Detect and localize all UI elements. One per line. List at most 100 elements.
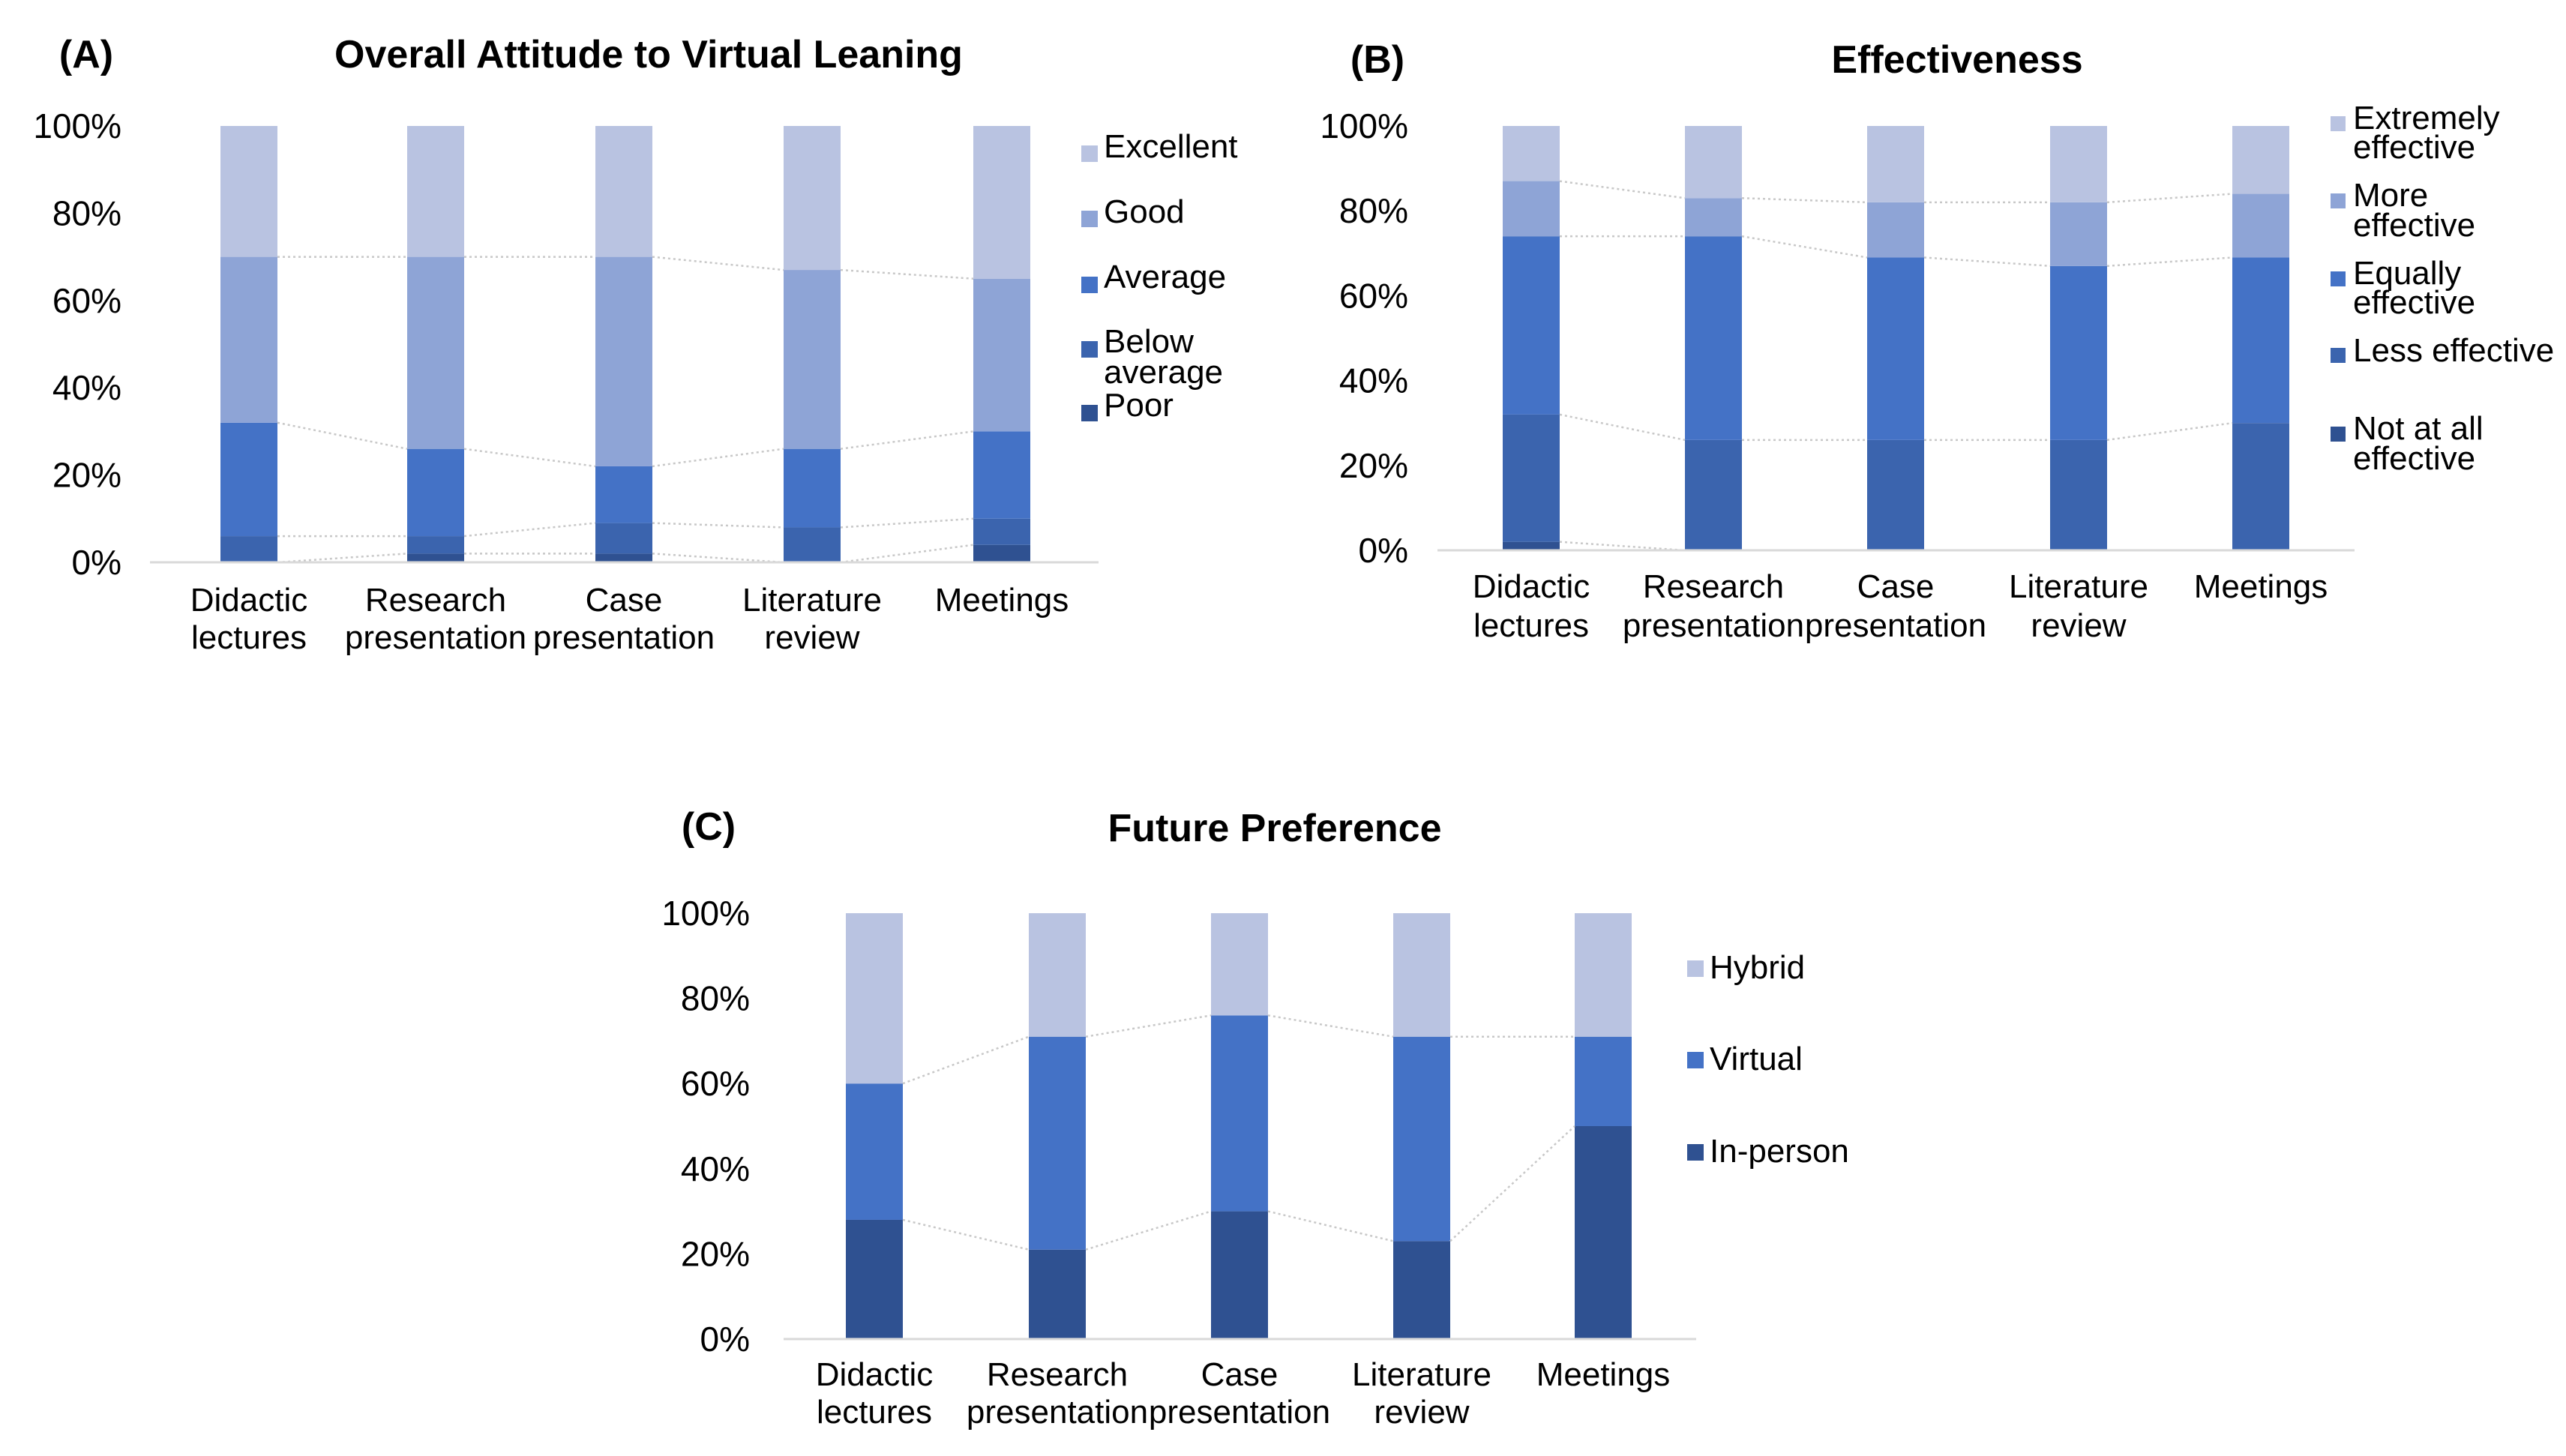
bar-below-average-case-presentation — [595, 523, 652, 554]
y-tick-label: 20% — [52, 456, 121, 495]
legend-label: Equally — [2353, 255, 2461, 292]
legend-swatch — [1687, 960, 1704, 977]
category-label: Meetings — [2194, 568, 2328, 605]
series-connector-line — [652, 553, 784, 564]
series-connector-line — [652, 256, 784, 271]
series-connector-line — [277, 421, 408, 450]
bar-extremely-effective-didactic-lectures — [1503, 126, 1560, 181]
series-connector-line — [1559, 541, 1686, 552]
bar-average-case-presentation — [595, 466, 652, 523]
bar-excellent-didactic-lectures — [220, 126, 277, 257]
bar-more-effective-didactic-lectures — [1503, 181, 1560, 237]
bar-virtual-case-presentation — [1211, 1015, 1268, 1212]
y-tick-label: 100% — [1320, 106, 1408, 145]
bar-more-effective-case-presentation — [1867, 202, 1924, 258]
category-label: Literature review — [1352, 1356, 1491, 1431]
series-connector-line — [902, 1035, 1030, 1085]
bar-poor-meetings — [973, 544, 1030, 562]
bar-good-literature-review — [784, 270, 841, 449]
legend-label: effective — [2353, 440, 2475, 477]
series-connector-line — [840, 268, 974, 280]
y-tick-label: 0% — [1359, 531, 1408, 570]
series-connector-line — [463, 522, 596, 538]
y-tick-label: 80% — [52, 193, 121, 232]
category-label: Didactic lectures — [190, 582, 308, 656]
y-tick-label: 20% — [681, 1234, 750, 1273]
category-label-line: review — [764, 619, 859, 656]
category-label-line: Meetings — [2194, 568, 2328, 605]
category-label-line: Research — [987, 1356, 1128, 1393]
y-tick-label: 0% — [72, 543, 121, 582]
legend-label: Virtual — [1710, 1041, 1803, 1077]
y-tick-label: 60% — [1339, 276, 1408, 315]
y-tick-label: 40% — [681, 1149, 750, 1188]
bar-average-research-presentation — [407, 448, 464, 537]
bar-excellent-meetings — [973, 126, 1030, 279]
bar-less-effective-case-presentation — [1867, 439, 1924, 550]
category-label-line: Literature — [2009, 568, 2148, 605]
legend-swatch — [1081, 405, 1098, 421]
series-connector-line — [840, 430, 974, 450]
category-label: Case presentation — [533, 582, 715, 656]
legend-label: Poor — [1104, 387, 1174, 424]
bar-virtual-research-presentation — [1029, 1036, 1086, 1250]
bar-extremely-effective-case-presentation — [1867, 126, 1924, 202]
category-label-line: lectures — [1473, 607, 1589, 644]
series-connector-line — [1741, 235, 1868, 259]
bar-more-effective-literature-review — [2050, 202, 2107, 266]
category-label-line: presentation — [967, 1394, 1148, 1431]
series-connector-line — [277, 553, 408, 564]
panel-label: (A) — [59, 33, 113, 76]
legend-label: Less effective — [2353, 332, 2554, 369]
bar-in-person-literature-review — [1393, 1241, 1450, 1339]
category-label-line: lectures — [817, 1394, 932, 1431]
bar-poor-case-presentation — [595, 553, 652, 562]
bar-average-literature-review — [784, 448, 841, 528]
legend-label: More — [2353, 177, 2428, 214]
bar-excellent-case-presentation — [595, 126, 652, 257]
series-connector-line — [840, 517, 974, 529]
series-connector-line — [902, 1218, 1030, 1251]
panel-label: (C) — [682, 805, 736, 849]
bar-good-meetings — [973, 278, 1030, 432]
series-connector-line — [1449, 1125, 1575, 1242]
bar-extremely-effective-meetings — [2232, 126, 2289, 194]
bar-less-effective-meetings — [2232, 423, 2289, 550]
legend-label: Average — [1104, 259, 1226, 295]
chart-title: Effectiveness — [1831, 38, 2082, 82]
category-label-line: Didactic — [1473, 568, 1590, 605]
bar-not-at-all-effective-didactic-lectures — [1503, 541, 1560, 550]
legend-label: average — [1104, 354, 1223, 391]
legend-label: effective — [2353, 284, 2475, 321]
category-label: Didactic lectures — [1473, 568, 1590, 644]
bar-good-didactic-lectures — [220, 256, 277, 423]
y-tick-label: 80% — [1339, 191, 1408, 230]
bar-equally-effective-research-presentation — [1685, 236, 1742, 440]
bar-virtual-didactic-lectures — [846, 1083, 903, 1220]
category-label: Case presentation — [1805, 568, 1986, 644]
y-tick-label: 100% — [661, 894, 750, 933]
chart-title: Overall Attitude to Virtual Leaning — [334, 33, 963, 76]
category-label: Meetings — [935, 582, 1069, 619]
bar-equally-effective-didactic-lectures — [1503, 236, 1560, 415]
category-label-line: review — [2031, 607, 2126, 644]
legend-label: Hybrid — [1710, 949, 1805, 986]
bar-good-case-presentation — [595, 256, 652, 466]
category-label-line: Case — [586, 582, 663, 619]
series-connector-line — [652, 522, 784, 529]
category-label: Research presentation — [967, 1356, 1148, 1431]
category-label-line: Literature — [742, 582, 882, 619]
category-label-line: presentation — [1623, 607, 1804, 644]
y-tick-label: 60% — [681, 1064, 750, 1103]
category-label-line: lectures — [191, 619, 307, 656]
series-connector-line — [1085, 1210, 1212, 1251]
bar-equally-effective-literature-review — [2050, 265, 2107, 440]
bar-less-effective-research-presentation — [1685, 439, 1742, 550]
series-connector-line — [463, 448, 596, 468]
bar-average-didactic-lectures — [220, 422, 277, 537]
bar-extremely-effective-research-presentation — [1685, 126, 1742, 199]
chart-panel-c: (C) Future Preference 0% 20% 40% 60% 80% 100% Di… — [661, 805, 1849, 1431]
bar-virtual-literature-review — [1393, 1036, 1450, 1242]
series-connector-line — [1559, 180, 1686, 199]
legend-swatch — [1081, 145, 1098, 162]
